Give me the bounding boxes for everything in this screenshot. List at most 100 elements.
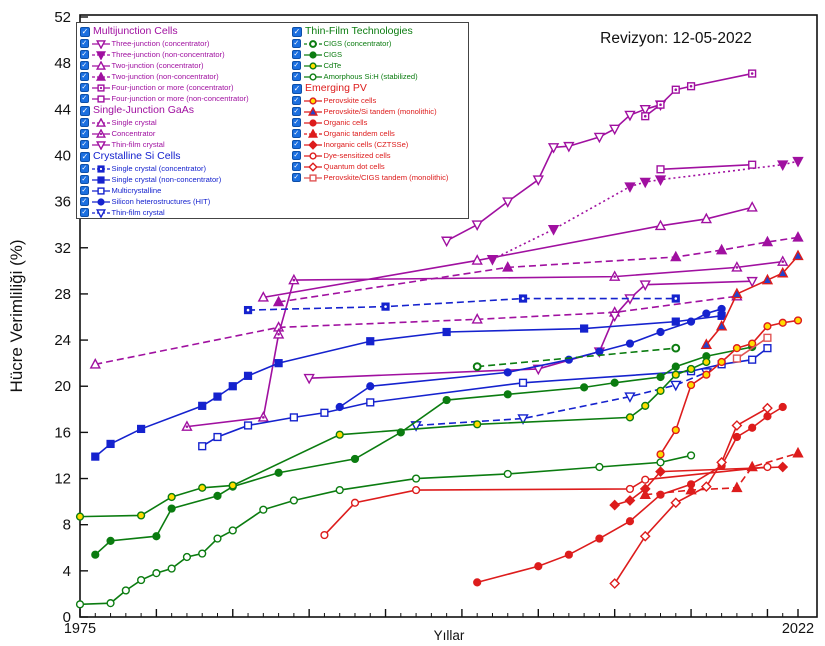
legend-item-mj-2j-conc: ✓ Two-junction (concentrator) — [80, 60, 292, 71]
series-asi — [75, 451, 696, 609]
y-tick-label: 20 — [54, 378, 71, 395]
legend-item-cigs: ✓ CIGS — [292, 49, 468, 60]
legend-group-header: ✓ Multijunction Cells — [80, 25, 292, 38]
series-checkbox[interactable]: ✓ — [292, 140, 301, 149]
legend-item-asi: ✓ Amorphous Si:H (stabilized) — [292, 71, 468, 82]
legend-item-label: Thin-film crystal — [111, 139, 165, 149]
legend-column-1: ✓ Multijunction Cells ✓ Three-junction (con… — [80, 25, 292, 218]
series-marker-icon — [91, 83, 110, 92]
series-checkbox[interactable]: ✓ — [292, 96, 301, 105]
legend-item-label: Thin-film crystal — [111, 207, 165, 217]
group-checkbox[interactable]: ✓ — [80, 151, 90, 162]
series-checkbox[interactable]: ✓ — [80, 164, 89, 173]
series-si-hit — [335, 304, 726, 412]
group-checkbox[interactable]: ✓ — [292, 83, 302, 94]
legend-item-label: Concentrator — [111, 128, 156, 138]
legend-item-label: Single crystal (concentrator) — [111, 163, 207, 173]
series-marker-icon — [91, 60, 110, 70]
legend-item-mj-4j-conc: ✓ Four-junction or more (concentrator) — [80, 82, 292, 93]
series-checkbox[interactable]: ✓ — [80, 72, 89, 81]
series-checkbox[interactable]: ✓ — [292, 173, 301, 182]
series-checkbox[interactable]: ✓ — [292, 50, 301, 59]
series-marker-icon — [91, 164, 110, 173]
series-marker-icon — [303, 173, 322, 182]
series-mj-3j-conc — [440, 100, 667, 248]
legend-item-label: Three-junction (non-concentrator) — [111, 49, 225, 59]
series-checkbox[interactable]: ✓ — [292, 72, 301, 81]
series-cigs — [91, 342, 757, 559]
legend-item-cigs-conc: ✓ CIGS (concentrator) — [292, 38, 468, 49]
series-marker-icon — [91, 197, 110, 206]
series-checkbox[interactable]: ✓ — [292, 107, 301, 116]
legend-item-label: Organic cells — [323, 117, 368, 127]
series-marker-icon — [91, 175, 110, 184]
series-mj-2j-conc — [257, 201, 758, 302]
series-gaas-single — [89, 289, 743, 369]
series-checkbox[interactable]: ✓ — [80, 208, 89, 217]
legend-item-label: Amorphous Si:H (stabilized) — [323, 71, 418, 81]
legend-column-2: ✓ Thin-Film Technologies ✓ CIGS (concentrat… — [292, 25, 468, 218]
legend-item-si-conc: ✓ Single crystal (concentrator) — [80, 163, 292, 174]
series-checkbox[interactable]: ✓ — [80, 140, 89, 149]
legend-item-si-multi: ✓ Multicrystalline — [80, 185, 292, 196]
series-checkbox[interactable]: ✓ — [80, 129, 89, 138]
series-checkbox[interactable]: ✓ — [292, 129, 301, 138]
series-checkbox[interactable]: ✓ — [292, 162, 301, 171]
series-marker-icon — [91, 50, 110, 60]
legend-item-gaas-single: ✓ Single crystal — [80, 117, 292, 128]
legend-item-label: Two-junction (non-concentrator) — [111, 71, 219, 81]
legend-item-si-hit: ✓ Silicon heterostructures (HIT) — [80, 196, 292, 207]
series-checkbox[interactable]: ✓ — [80, 186, 89, 195]
x-tick-label: 1975 — [64, 621, 96, 637]
legend-group-header: ✓ Single-Junction GaAs — [80, 104, 292, 117]
series-dye — [320, 462, 772, 540]
series-perovskite — [656, 316, 803, 459]
y-tick-label: 52 — [54, 9, 71, 26]
series-marker-icon — [303, 106, 322, 116]
series-mj-3j-nonconc — [486, 156, 804, 266]
group-checkbox[interactable]: ✓ — [80, 26, 90, 37]
group-checkbox[interactable]: ✓ — [292, 26, 302, 37]
legend-item-label: Two-junction (concentrator) — [111, 60, 204, 70]
series-checkbox[interactable]: ✓ — [80, 50, 89, 59]
series-marker-icon — [91, 140, 110, 150]
y-tick-label: 0 — [63, 609, 71, 626]
y-tick-label: 40 — [54, 147, 71, 164]
series-checkbox[interactable]: ✓ — [292, 151, 301, 160]
y-axis-label: Hücre Verimliliği (%) — [7, 239, 26, 392]
y-tick-label: 24 — [54, 332, 71, 349]
series-checkbox[interactable]: ✓ — [80, 175, 89, 184]
series-checkbox[interactable]: ✓ — [80, 94, 89, 103]
series-qd — [609, 402, 773, 589]
series-checkbox[interactable]: ✓ — [80, 61, 89, 70]
series-checkbox[interactable]: ✓ — [292, 61, 301, 70]
legend-item-perov-si: ✓ Perovskite/Si tandem (monolithic) — [292, 106, 468, 117]
series-checkbox[interactable]: ✓ — [80, 197, 89, 206]
legend-item-qd: ✓ Quantum dot cells — [292, 161, 468, 172]
legend-item-gaas-conc: ✓ Concentrator — [80, 128, 292, 139]
y-tick-label: 8 — [63, 517, 71, 534]
legend-group-header: ✓ Crystalline Si Cells — [80, 150, 292, 163]
series-checkbox[interactable]: ✓ — [292, 39, 301, 48]
series-marker-icon — [91, 39, 110, 49]
series-checkbox[interactable]: ✓ — [80, 118, 89, 127]
y-tick-label: 36 — [54, 194, 71, 211]
group-checkbox[interactable]: ✓ — [80, 105, 90, 116]
legend-item-si-thinfilm: ✓ Thin-film crystal — [80, 207, 292, 218]
legend-item-label: CIGS — [323, 49, 343, 59]
series-marker-icon — [91, 186, 110, 195]
legend-item-cdte: ✓ CdTe — [292, 60, 468, 71]
series-marker-icon — [303, 161, 322, 172]
series-checkbox[interactable]: ✓ — [292, 118, 301, 127]
series-checkbox[interactable]: ✓ — [80, 83, 89, 92]
legend-item-label: Four-junction or more (non-concentrator) — [111, 93, 249, 103]
legend-group-title: Emerging PV — [305, 82, 367, 95]
series-checkbox[interactable]: ✓ — [80, 39, 89, 48]
series-marker-icon — [303, 96, 322, 105]
revision-title: Revizyon: 12-05-2022 — [600, 30, 752, 47]
series-marker-icon — [303, 39, 322, 48]
series-marker-icon — [303, 72, 322, 81]
series-marker-icon — [303, 118, 322, 127]
